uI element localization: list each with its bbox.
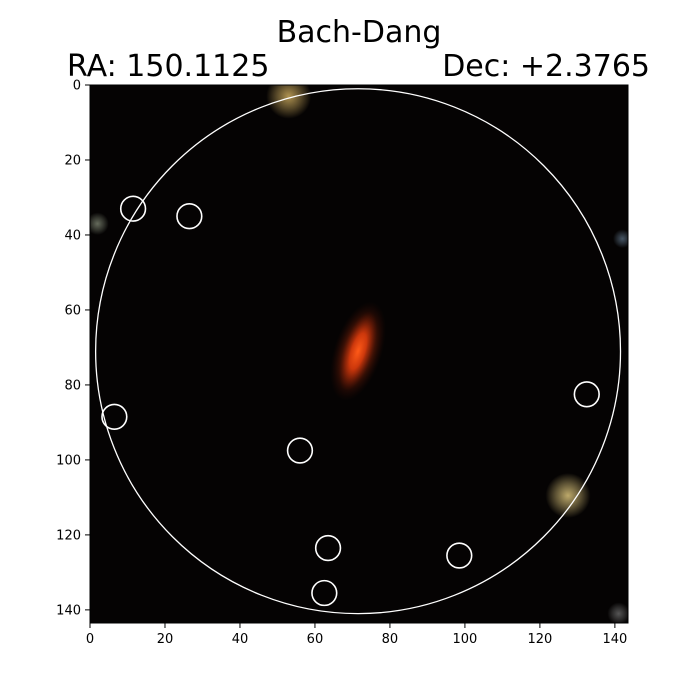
main-aperture-circle bbox=[94, 88, 622, 615]
source-aperture-circle bbox=[446, 542, 473, 569]
target-core bbox=[338, 311, 378, 391]
y-tick-label: 100 bbox=[56, 453, 81, 468]
source-aperture-circle bbox=[101, 403, 128, 430]
field-star bbox=[90, 212, 109, 235]
source-aperture-circle bbox=[176, 203, 203, 230]
image-frame bbox=[89, 84, 629, 624]
x-tick-label: 120 bbox=[527, 632, 552, 647]
source-aperture-circle bbox=[119, 195, 147, 222]
field-star bbox=[545, 473, 591, 519]
y-tick-label: 40 bbox=[64, 228, 81, 243]
object-title: Bach-Dang bbox=[277, 15, 442, 50]
y-tick-label: 60 bbox=[64, 303, 81, 318]
x-tick-label: 20 bbox=[157, 632, 174, 647]
y-tick-label: 20 bbox=[64, 153, 81, 168]
x-tick-label: 100 bbox=[452, 632, 477, 647]
y-tick-label: 80 bbox=[64, 378, 81, 393]
y-tick-label: 0 bbox=[73, 79, 81, 94]
field-star bbox=[607, 602, 628, 623]
x-tick-label: 140 bbox=[602, 632, 627, 647]
dec-label: Dec: +2.3765 bbox=[442, 49, 650, 84]
y-tick-label: 140 bbox=[56, 603, 81, 618]
source-aperture-circle bbox=[311, 579, 338, 607]
y-tick-label: 120 bbox=[56, 528, 81, 543]
source-aperture-circle bbox=[573, 381, 600, 408]
x-tick-label: 80 bbox=[382, 632, 399, 647]
axes: 0 20 40 60 80 100 120 140 0 20 40 60 80 100 120 140 bbox=[56, 79, 629, 647]
sky-image bbox=[90, 85, 628, 623]
x-tick-label: 60 bbox=[307, 632, 324, 647]
x-tick-label: 40 bbox=[232, 632, 249, 647]
target-galaxy bbox=[330, 301, 386, 401]
ra-label: RA: 150.1125 bbox=[67, 49, 269, 84]
apertures bbox=[94, 88, 622, 615]
field-stars bbox=[90, 85, 628, 623]
source-aperture-circle bbox=[286, 437, 314, 464]
field-star bbox=[613, 229, 628, 249]
field-star bbox=[266, 85, 312, 119]
x-tick-label: 0 bbox=[86, 632, 94, 647]
source-aperture-circle bbox=[314, 534, 342, 562]
